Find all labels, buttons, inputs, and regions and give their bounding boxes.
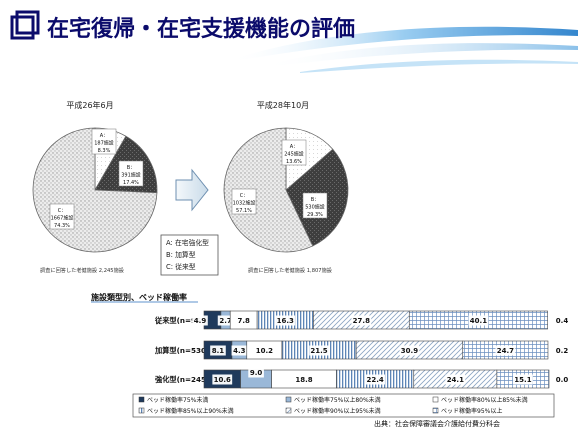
bar-data-label: 2.7 — [219, 317, 232, 325]
pie-title-2016: 平成28年10月 — [257, 100, 309, 110]
legend-label: ベッド稼働率90%以上95%未満 — [294, 407, 381, 415]
pie-note-2014: 調査に回答した老健施設 2,245施設 — [40, 266, 124, 274]
bar-data-label: 24.7 — [497, 347, 514, 355]
bar-data-label: 21.5 — [310, 347, 327, 355]
pie-chart-2014: 平成26年6月 A：187施設8.3%B：391施設17.4%C：1667施設7… — [32, 100, 158, 274]
pie-label-text: 1667施設 — [51, 215, 74, 222]
transition-arrow-icon — [175, 168, 209, 212]
pie-label-text: B： — [127, 165, 135, 171]
legend-swatch — [432, 407, 439, 414]
title-banner — [230, 26, 578, 73]
bar-data-label: 10.6 — [214, 376, 231, 384]
pie-label-text: A： — [100, 133, 108, 139]
pie-title-2014: 平成26年6月 — [66, 100, 113, 110]
pie-legend-a: A: 在宅強化型 — [166, 238, 209, 247]
pie-label-text: 13.6% — [286, 159, 302, 165]
pie-legend-b: B: 加算型 — [166, 250, 196, 259]
pie-label-text: 57.1% — [236, 208, 252, 214]
bar-data-label: 10.2 — [256, 347, 273, 355]
pie-label-text: 187施設 — [94, 140, 114, 147]
title-bullet-icon — [10, 10, 40, 40]
pie-note-2016: 調査に回答した老健施設 1,807施設 — [248, 266, 332, 274]
bar-data-label: 8.1 — [212, 347, 225, 355]
legend-swatch — [138, 407, 145, 414]
legend-swatch — [285, 407, 292, 414]
bar-data-label: 30.9 — [401, 347, 418, 355]
bar-category-label: 従来型(n=963) — [154, 316, 209, 325]
bar-data-label: 18.8 — [295, 376, 312, 384]
bar-data-label: 15.1 — [514, 376, 531, 384]
legend-label: ベッド稼働率85%以上90%未満 — [147, 407, 234, 415]
bar-chart-bars: 従来型(n=963)4.9 2.7 7.8 16.3 27.8 40.1 0.4 加算型(n=… — [154, 310, 569, 389]
bar-data-label: 24.1 — [447, 376, 464, 384]
bar-data-label: 22.4 — [366, 376, 383, 384]
pie-slice-c — [223, 127, 314, 253]
pie-label-text: 530施設 — [305, 204, 325, 211]
bar-data-label: 9.0 — [250, 369, 263, 377]
bar-chart-legend: ベッド稼働率75%未満 ベッド稼働率75%以上80%未満 ベッド稼働率80%以上85… — [132, 393, 555, 418]
legend-swatch — [138, 396, 145, 403]
pie-label-text: 17.4% — [123, 180, 139, 186]
bar-data-label: 7.8 — [237, 317, 250, 325]
pie-label-text: 74.3% — [54, 223, 70, 229]
bar-remainder-label: 0.0 — [556, 376, 569, 384]
pie-label-text: 29.3% — [307, 212, 323, 218]
pie-label-text: 245施設 — [284, 151, 304, 158]
pie-label-text: C： — [240, 193, 249, 199]
pie-label-text: 1032施設 — [233, 200, 256, 207]
legend-label: ベッド稼働率75%未満 — [147, 396, 208, 404]
bar-data-label: 4.9 — [194, 317, 207, 325]
pie-label-text: 8.3% — [98, 148, 111, 154]
pie-legend-c: C: 従来型 — [166, 262, 196, 271]
legend-label: ベッド稼働率75%以上80%未満 — [294, 396, 381, 404]
bar-remainder-label: 0.2 — [556, 347, 569, 355]
legend-label: ベッド稼働率80%以上85%未満 — [441, 396, 528, 404]
slide-title: 在宅復帰・在宅支援機能の評価 — [47, 16, 355, 42]
bar-category-label: 強化型(n=245) — [155, 375, 209, 384]
legend-swatch — [432, 396, 439, 403]
pie-legend: A: 在宅強化型 B: 加算型 C: 従来型 — [160, 234, 219, 276]
pie-label-text: B： — [311, 197, 319, 203]
legend-label: ベッド稼働率95%以上 — [441, 407, 502, 415]
pie-label-text: C： — [58, 208, 67, 214]
pie-label-text: 391施設 — [121, 172, 141, 179]
legend-swatch — [285, 396, 292, 403]
bar-chart-title: 施設類型別、ベッド稼働率 — [91, 292, 187, 302]
bed-occupancy-chart: 施設類型別、ベッド稼働率 従来型(n=963)4.9 2.7 7.8 16.3 27.8… — [91, 292, 569, 418]
bar-category-label: 加算型(n=530) — [154, 346, 209, 355]
bar-remainder-label: 0.4 — [556, 317, 569, 325]
pie-label-text: A： — [290, 144, 298, 150]
source-note: 出典：社会保障審議会介護給付費分科会 — [374, 419, 500, 428]
bar-data-label: 4.3 — [233, 347, 246, 355]
bar-data-label: 27.8 — [353, 317, 370, 325]
bar-data-label: 40.1 — [470, 317, 487, 325]
bar-data-label: 16.3 — [277, 317, 294, 325]
